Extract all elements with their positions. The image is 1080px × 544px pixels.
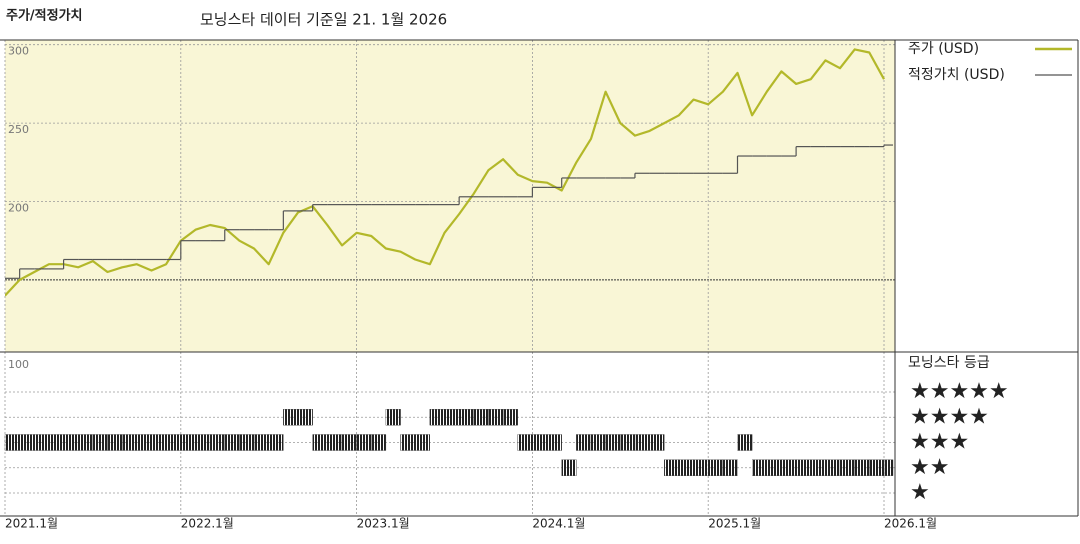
x-tick-label: 2026.1월 <box>884 517 937 531</box>
rating-panel <box>4 409 894 476</box>
rating-bar <box>883 459 894 476</box>
x-tick-label: 2025.1월 <box>708 517 761 531</box>
rating-bar <box>708 459 724 476</box>
rating-bar <box>151 434 167 451</box>
y-tick-label: 300 <box>8 45 29 58</box>
rating-bar <box>283 409 299 426</box>
rating-bar <box>122 434 137 451</box>
rating-bar <box>825 459 841 476</box>
rating-bar <box>532 434 548 451</box>
rating-bar <box>546 434 562 451</box>
plot-background <box>5 40 895 352</box>
rating-bar <box>297 409 313 426</box>
x-tick-label: 2021.1월 <box>5 517 58 531</box>
x-tick-label: 2023.1월 <box>357 517 410 531</box>
rating-bar <box>4 434 20 451</box>
rating-bar <box>649 434 665 451</box>
rating-bar <box>400 434 416 451</box>
rating-bar <box>165 434 181 451</box>
rating-bar <box>664 459 680 476</box>
rating-legend: ★★ <box>910 455 949 480</box>
rating-bar <box>458 409 474 426</box>
rating-bar <box>620 434 636 451</box>
rating-bar <box>268 434 284 451</box>
rating-bar <box>576 434 592 451</box>
chart-title: 주가/적정가치 <box>6 8 83 24</box>
rating-bar <box>136 434 152 451</box>
rating-legend: ★★★ <box>910 430 969 455</box>
rating-bar <box>312 434 328 451</box>
rating-bar <box>810 459 826 476</box>
rating-bar <box>48 434 64 451</box>
rating-legend: ★★★★ <box>910 404 989 429</box>
rating-bar <box>34 434 50 451</box>
rating-bar <box>678 459 694 476</box>
rating-bar <box>371 434 387 451</box>
rating-title: 모닝스타 등급 <box>908 355 990 371</box>
rating-bar <box>590 434 606 451</box>
rating-bar <box>78 434 94 451</box>
legend-label: 적정가치 (USD) <box>908 67 1005 83</box>
rating-bar <box>444 409 460 426</box>
rating-bar <box>19 434 35 451</box>
rating-bar <box>766 459 782 476</box>
rating-bar <box>517 434 533 451</box>
rating-axis-label: 100 <box>8 358 29 371</box>
y-tick-label: 250 <box>8 123 29 136</box>
rating-bar <box>239 434 255 451</box>
rating-bar <box>839 459 855 476</box>
marks <box>5 48 893 297</box>
rating-bar <box>502 409 518 426</box>
rating-bar <box>107 434 123 451</box>
x-tick-label: 2024.1월 <box>532 517 585 531</box>
rating-bar <box>605 434 621 451</box>
rating-bar <box>327 434 343 451</box>
rating-bar <box>385 409 401 426</box>
rating-bar <box>224 434 240 451</box>
legend-label: 주가 (USD) <box>908 41 979 57</box>
labels: 200 250 300 2021.1월 2022.1월 2023.1월 2024.1월 202… <box>5 41 1072 531</box>
rating-bar <box>869 459 885 476</box>
rating-bar <box>561 459 577 476</box>
rating-bar <box>722 459 738 476</box>
rating-bar <box>195 434 211 451</box>
rating-bar <box>429 409 445 426</box>
price-line <box>5 48 885 297</box>
rating-legend: ★ <box>910 480 930 505</box>
rating-bar <box>180 434 196 451</box>
rating-bar <box>341 434 357 451</box>
rating-bar <box>795 459 811 476</box>
rating-bar <box>634 434 650 451</box>
rating-bar <box>737 434 753 451</box>
rating-bar <box>63 434 79 451</box>
rating-bar <box>488 409 504 426</box>
y-tick-label: 200 <box>8 201 29 214</box>
rating-bar <box>415 434 431 451</box>
rating-bar <box>253 434 269 451</box>
rating-bar <box>781 459 797 476</box>
x-tick-label: 2022.1월 <box>181 517 234 531</box>
rating-bar <box>752 459 767 476</box>
rating-bar <box>356 434 372 451</box>
rating-legend: ★★★★★ <box>910 379 1009 404</box>
rating-bar <box>209 434 225 451</box>
rating-bar <box>473 409 489 426</box>
rating-bar <box>92 434 108 451</box>
rating-bar <box>854 459 870 476</box>
chart-subtitle: 모닝스타 데이터 기준일 21. 1월 2026 <box>200 11 447 29</box>
rating-bar <box>693 459 709 476</box>
